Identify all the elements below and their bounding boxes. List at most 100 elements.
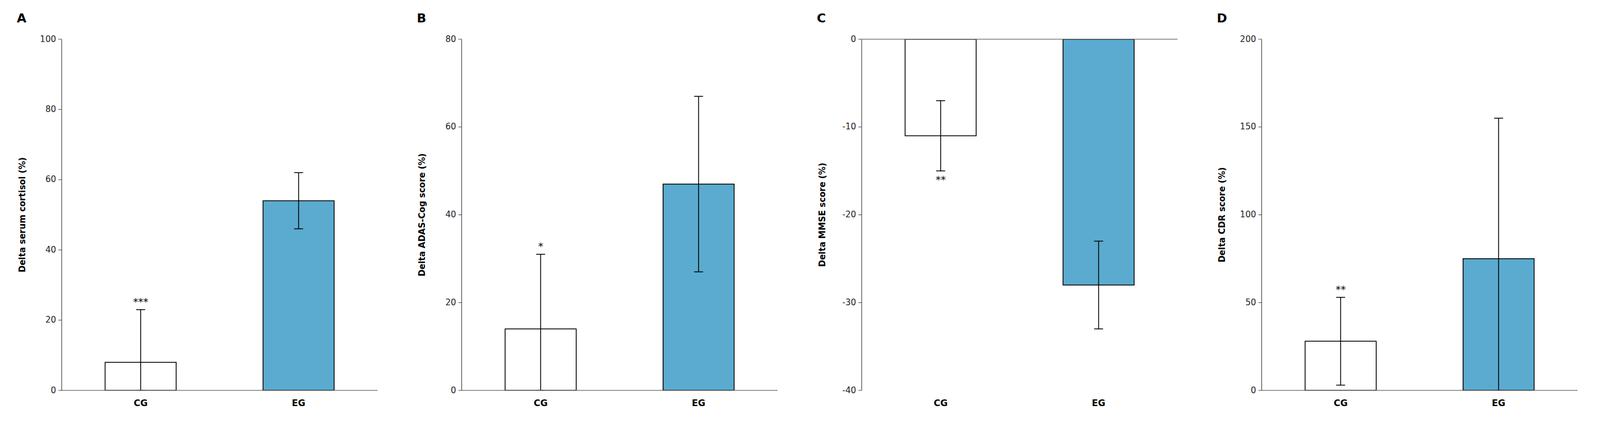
x-tick-label: CG [533, 398, 548, 409]
y-tick-label: 40 [445, 209, 456, 220]
error-cap [136, 309, 146, 311]
y-tick-label: 150 [1240, 121, 1257, 132]
y-tick-label: -30 [842, 297, 857, 308]
y-tick [1258, 39, 1262, 40]
y-tick-label: 40 [45, 244, 57, 256]
error-cap [694, 95, 704, 97]
y-tick-label: 60 [445, 121, 456, 132]
y-tick [858, 214, 862, 216]
y-tick-label: 80 [45, 104, 57, 115]
error-bar [1494, 118, 1504, 391]
x-tick-label: EG [691, 398, 706, 409]
error-bar [294, 172, 304, 229]
panel: C-40-30-20-100Delta MMSE score (%)CGEG** [816, 11, 1178, 409]
x-tick-label: CG [933, 398, 948, 409]
y-tick [458, 214, 462, 216]
error-cap [294, 228, 304, 230]
y-axis-line [461, 39, 462, 391]
y-tick [58, 179, 62, 180]
y-tick-label: 20 [445, 297, 456, 308]
y-tick-label: -10 [842, 121, 857, 132]
y-tick [58, 320, 62, 321]
significance-label: *** [132, 296, 149, 308]
error-cap [1335, 297, 1345, 299]
error-line [1340, 297, 1342, 386]
y-tick-label: 0 [50, 385, 57, 396]
error-cap [936, 170, 946, 172]
y-tick-label: 0 [1250, 385, 1257, 396]
error-bar [535, 254, 545, 391]
x-tick-label: EG [292, 398, 306, 409]
y-tick [458, 39, 462, 40]
y-tick-label: -20 [842, 209, 857, 220]
baseline [461, 390, 779, 391]
error-bar [136, 310, 146, 391]
y-tick [1258, 214, 1262, 216]
error-cap [294, 172, 304, 174]
y-tick [858, 39, 862, 40]
plot-area [505, 96, 735, 391]
significance-label: ** [1335, 283, 1346, 296]
y-tick-label: 100 [1240, 209, 1257, 220]
error-line [940, 100, 942, 171]
y-tick-label: 0 [850, 34, 857, 45]
x-tick-label: CG [133, 398, 148, 409]
y-tick-label: 80 [445, 34, 456, 45]
error-cap [535, 253, 545, 256]
y-axis-label: Delta CDR score (%) [1217, 167, 1228, 263]
y-tick [458, 390, 462, 392]
error-line [697, 96, 700, 273]
y-axis-label: Delta serum cortisol (%) [17, 157, 28, 274]
y-tick-label: 60 [45, 174, 57, 185]
error-line [1497, 118, 1500, 391]
error-bar [1335, 297, 1345, 386]
y-tick [58, 39, 62, 40]
y-tick [458, 302, 462, 304]
x-tick-label: CG [1333, 398, 1348, 409]
y-tick-label: 100 [39, 34, 57, 45]
y-tick-label: 50 [1245, 297, 1256, 308]
y-axis-line [1261, 39, 1262, 391]
y-tick [1258, 302, 1262, 304]
y-axis-label: Delta MMSE score (%) [817, 162, 828, 267]
panel: D050100150200Delta CDR score (%)CGEG** [1217, 11, 1579, 409]
y-tick [458, 126, 462, 128]
error-line [140, 310, 142, 391]
y-axis-label: Delta ADAS-Cog score (%) [417, 153, 428, 277]
error-cap [936, 100, 946, 102]
y-axis-line [61, 39, 62, 391]
panel: A 0 20 40 60 80 100 Delta serum cortisol (%) CG E… [16, 11, 378, 409]
y-tick-label: 20 [45, 315, 57, 326]
baseline [861, 38, 1178, 40]
y-tick [58, 250, 62, 251]
plot-area [1305, 118, 1535, 391]
plot-area [904, 39, 1135, 330]
y-tick-label: 0 [450, 385, 457, 396]
error-line [540, 254, 542, 391]
significance-label: ** [935, 173, 946, 186]
y-tick [858, 390, 862, 392]
y-tick [1258, 126, 1262, 128]
error-line [1098, 241, 1100, 330]
plot-area [104, 172, 335, 391]
y-axis-line [861, 39, 862, 391]
error-cap [1494, 117, 1504, 119]
panel-label: D [1217, 11, 1228, 26]
error-bar [1094, 241, 1104, 330]
x-tick-label: EG [1092, 398, 1106, 409]
bar [262, 200, 335, 391]
significance-label: * [538, 240, 544, 253]
error-bar [936, 100, 946, 171]
panel-label: A [16, 11, 27, 26]
y-tick-label: 200 [1240, 34, 1257, 45]
y-tick [858, 126, 862, 128]
baseline [1261, 390, 1579, 391]
figure: A 0 20 40 60 80 100 Delta serum cortisol (%) CG E… [0, 0, 1600, 424]
panel-label: B [417, 11, 427, 26]
error-cap [1094, 241, 1104, 243]
error-cap [1335, 385, 1345, 387]
error-cap [694, 271, 704, 274]
error-cap [1094, 329, 1104, 331]
y-tick [1258, 390, 1262, 392]
panel-label: C [816, 11, 826, 26]
